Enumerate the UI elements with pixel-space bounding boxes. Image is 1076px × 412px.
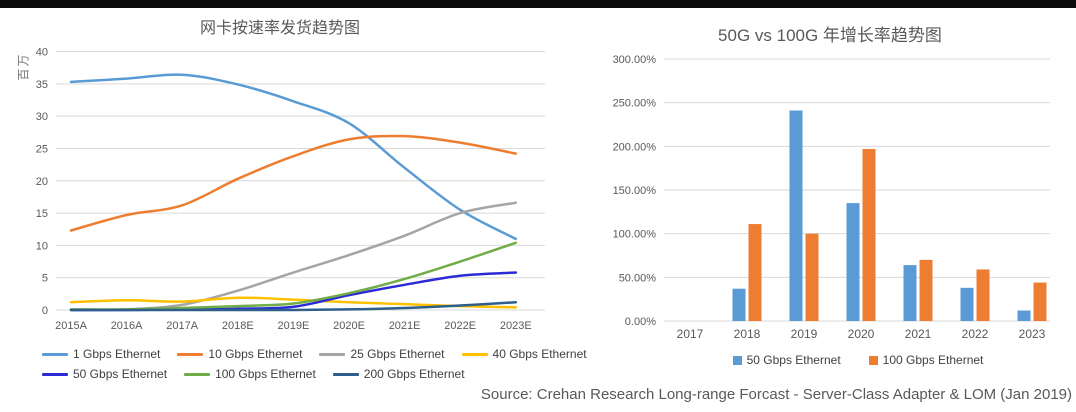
y-tick-label: 200.00% <box>613 141 657 153</box>
legend-item-200-gbps-ethernet: 200 Gbps Ethernet <box>332 367 465 381</box>
x-tick-label: 2017A <box>166 320 198 332</box>
x-tick-label: 2015A <box>55 320 87 332</box>
legend-line-swatch <box>319 352 346 356</box>
y-tick-label: 100.00% <box>613 229 657 241</box>
y-tick-label: 300.00% <box>613 54 657 66</box>
y-tick-label: 50.00% <box>619 272 657 284</box>
x-tick-label: 2021E <box>389 320 421 332</box>
legend-item-50-gbps-ethernet: 50 Gbps Ethernet <box>42 367 167 381</box>
bar-100-gbps-ethernet-2021 <box>919 259 933 321</box>
legend-label: 100 Gbps Ethernet <box>882 353 984 367</box>
bar-100-gbps-ethernet-2022 <box>976 269 990 321</box>
top-black-bar <box>0 0 1076 8</box>
line-chart-plot-area: 0 5 10 15 20 25 30 35 40 2015A 2016A 2017A 2018E 2019… <box>36 47 545 332</box>
legend-line-swatch <box>42 352 68 356</box>
legend-label: 25 Gbps Ethernet <box>350 347 445 361</box>
legend-label: 50 Gbps Ethernet <box>73 367 168 381</box>
x-tick-label: 2020 <box>848 327 875 341</box>
bar-50-gbps-ethernet-2021 <box>903 265 917 321</box>
bar-50-gbps-ethernet-2023 <box>1017 310 1031 321</box>
legend-line-swatch <box>461 352 488 356</box>
legend-line-swatch <box>184 372 211 376</box>
legend-item-40-gbps-ethernet: 40 Gbps Ethernet <box>461 347 587 361</box>
legend-item-25-gbps-ethernet: 25 Gbps Ethernet <box>319 347 445 361</box>
y-tick-label: 35 <box>36 79 48 91</box>
y-tick-label: 15 <box>36 208 48 220</box>
y-tick-label: 5 <box>42 273 48 285</box>
legend-label: 200 Gbps Ethernet <box>363 367 465 381</box>
bar-100-gbps-ethernet-2018 <box>748 224 762 321</box>
bar-100-gbps-ethernet-2019 <box>805 233 819 321</box>
series-line-25-gbps-ethernet <box>69 201 518 312</box>
legend-item-1-gbps-ethernet: 1 Gbps Ethernet <box>42 347 160 361</box>
y-tick-label: 250.00% <box>613 98 657 110</box>
bar-50-gbps-ethernet-2020 <box>846 203 860 321</box>
bar-50-gbps-ethernet-2022 <box>960 287 974 321</box>
y-tick-label: 10 <box>36 240 48 252</box>
series-line-10-gbps-ethernet <box>69 134 518 232</box>
shipment-line-chart-panel: 网卡按速率发货趋势图 百万 0 5 10 15 20 25 30 35 40 2015A 2016A… <box>17 20 587 384</box>
legend-label: 100 Gbps Ethernet <box>215 367 316 381</box>
y-tick-label: 0.00% <box>625 316 656 328</box>
bar-chart-legend: 50 Gbps Ethernet 100 Gbps Ethernet <box>666 351 1050 369</box>
legend-line-swatch <box>42 372 68 376</box>
legend-label: 10 Gbps Ethernet <box>208 347 303 361</box>
x-tick-label: 2017 <box>677 327 704 341</box>
x-tick-label: 2020E <box>333 320 365 332</box>
legend-label: 50 Gbps Ethernet <box>746 353 841 367</box>
x-tick-label: 2016A <box>111 320 143 332</box>
legend-row: 1 Gbps Ethernet 10 Gbps Ethernet 25 Gbps E… <box>42 344 587 364</box>
line-chart-legend: 1 Gbps Ethernet 10 Gbps Ethernet 25 Gbps E… <box>42 344 587 384</box>
legend-item-100-gbps-ethernet: 100 Gbps Ethernet <box>184 367 316 381</box>
x-tick-label: 2018 <box>734 327 761 341</box>
legend-square-swatch <box>868 355 878 365</box>
bar-chart-title: 50G vs 100G 年增长率趋势图 <box>718 26 942 45</box>
bar-50-gbps-ethernet-2018 <box>732 288 746 321</box>
legend-label: 40 Gbps Ethernet <box>492 347 587 361</box>
y-tick-label: 20 <box>36 176 48 188</box>
y-tick-label: 30 <box>36 111 48 123</box>
source-caption: Source: Crehan Research Long-range Forca… <box>480 386 1072 403</box>
y-tick-label: 40 <box>36 47 48 59</box>
x-tick-label: 2019E <box>277 320 309 332</box>
y-tick-label: 150.00% <box>613 185 657 197</box>
x-tick-label: 2022E <box>444 320 476 332</box>
y-tick-label: 25 <box>36 143 48 155</box>
legend-item-10-gbps-ethernet: 10 Gbps Ethernet <box>177 347 302 361</box>
x-tick-label: 2021 <box>905 327 932 341</box>
x-tick-label: 2018E <box>222 320 254 332</box>
bar-50-gbps-ethernet-2019 <box>789 110 803 322</box>
bar-100-gbps-ethernet-2023 <box>1033 282 1047 321</box>
x-tick-label: 2019 <box>791 327 818 341</box>
x-tick-label: 2023 <box>1019 327 1046 341</box>
bar-100-gbps-ethernet-2020 <box>862 148 876 321</box>
legend-line-swatch <box>177 352 204 356</box>
x-tick-label: 2023E <box>500 320 532 332</box>
x-tick-label: 2022 <box>962 327 989 341</box>
line-chart-title: 网卡按速率发货趋势图 <box>199 20 360 37</box>
legend-item-50-gbps-ethernet: 50 Gbps Ethernet <box>732 353 841 367</box>
legend-row: 50 Gbps Ethernet 100 Gbps Ethernet 200 Gbp… <box>42 364 547 384</box>
legend-line-swatch <box>332 372 359 376</box>
legend-item-100-gbps-ethernet: 100 Gbps Ethernet <box>868 353 984 367</box>
bar-chart-plot-area: 0.00% 50.00% 100.00% 150.00% 200.00% 250.00% 3… <box>613 54 1050 341</box>
y-tick-label: 0 <box>42 305 48 317</box>
series-line-200-gbps-ethernet <box>69 300 518 312</box>
series-line-1-gbps-ethernet <box>69 73 518 241</box>
legend-label: 1 Gbps Ethernet <box>73 347 161 361</box>
legend-square-swatch <box>732 355 742 365</box>
growth-bar-chart-panel: 50G vs 100G 年增长率趋势图 0.00% 50.00% 100.00% 15… <box>560 0 1076 412</box>
